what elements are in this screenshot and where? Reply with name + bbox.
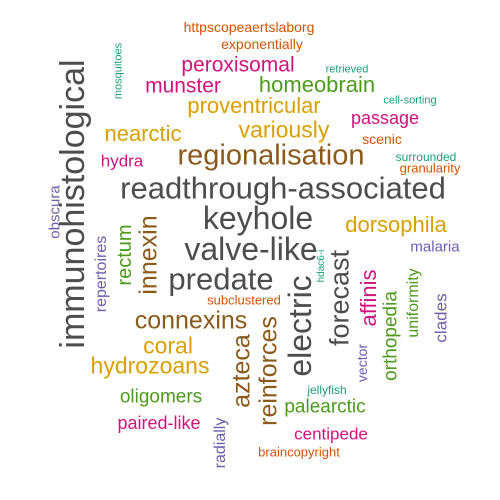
- word-connexins: connexins: [134, 306, 248, 335]
- word-valve-like: valve-like: [184, 231, 318, 267]
- word-httpscopeaertslaborg: httpscopeaertslaborg: [183, 19, 315, 35]
- word-vector: vector: [354, 343, 370, 383]
- word-rectum: rectum: [114, 224, 136, 286]
- word-scenic: scenic: [362, 131, 402, 147]
- word-proventricular: proventricular: [187, 93, 321, 118]
- word-regionalisation: regionalisation: [177, 139, 365, 172]
- word-forecast: forecast: [324, 249, 355, 347]
- word-obscura: obscura: [46, 185, 64, 239]
- word-variously: variously: [238, 116, 330, 143]
- word-dorsophila: dorsophila: [345, 212, 447, 237]
- word-readthrough-associated: readthrough-associated: [120, 170, 446, 206]
- word-hdac6-i: hdac6-i: [316, 249, 327, 283]
- word-retrieved: retrieved: [325, 63, 369, 76]
- word-reinforces: reinforces: [254, 316, 283, 426]
- word-clades: clades: [431, 293, 451, 343]
- word-paired-like: paired-like: [117, 413, 201, 433]
- word-azteca: azteca: [227, 334, 256, 408]
- word-nearctic: nearctic: [104, 121, 182, 146]
- word-palearctic: palearctic: [284, 396, 366, 418]
- word-peroxisomal: peroxisomal: [181, 53, 295, 77]
- word-centipede: centipede: [294, 424, 368, 444]
- word-munster: munster: [145, 74, 221, 98]
- word-subclustered: subclustered: [207, 292, 281, 308]
- word-hydrozoans: hydrozoans: [90, 352, 210, 379]
- word-hydra: hydra: [100, 151, 144, 171]
- word-electric: electric: [282, 275, 318, 377]
- word-repertoires: repertoires: [93, 235, 110, 313]
- word-affinis: affinis: [356, 269, 381, 327]
- word-orthopedia: orthopedia: [380, 291, 402, 381]
- word-keyhole: keyhole: [202, 200, 314, 236]
- word-jellyfish: jellyfish: [307, 383, 347, 397]
- word-coral: coral: [143, 332, 193, 359]
- word-granularity: granularity: [399, 160, 461, 176]
- word-predate: predate: [168, 261, 274, 297]
- word-malaria: malaria: [410, 238, 460, 256]
- word-innexin: innexin: [134, 215, 163, 295]
- word-mosquitoes: mosquitoes: [112, 42, 125, 100]
- word-surrounded: surrounded: [395, 150, 457, 164]
- word-oligomers: oligomers: [119, 386, 203, 408]
- word-radially: radially: [212, 417, 229, 469]
- word-cell-sorting: cell-sorting: [383, 94, 437, 107]
- word-passage: passage: [350, 108, 420, 128]
- word-homeobrain: homeobrain: [258, 72, 376, 97]
- word-exponentially: exponentially: [221, 36, 303, 52]
- word-uniformity: uniformity: [405, 268, 422, 338]
- word-braincopyright: braincopyright: [258, 444, 340, 460]
